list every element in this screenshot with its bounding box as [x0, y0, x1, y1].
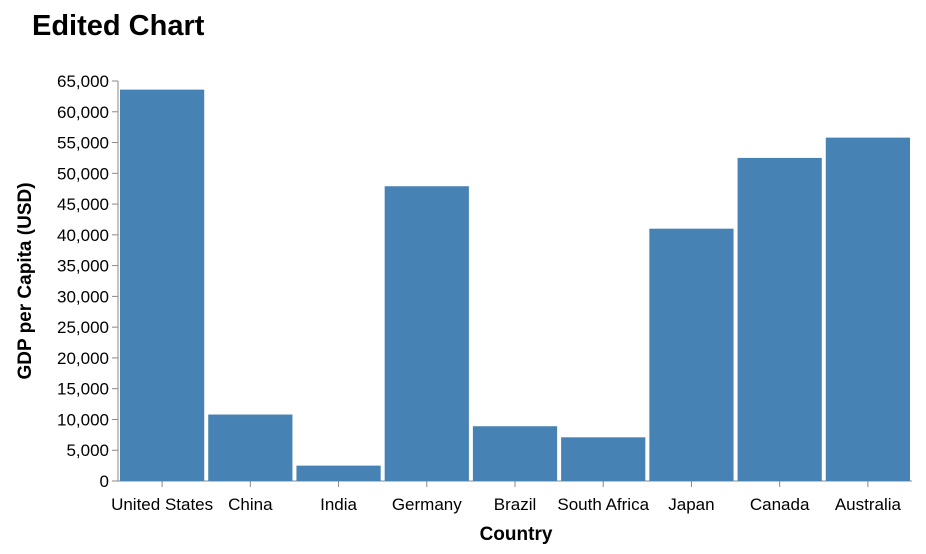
y-tick-label: 45,000	[57, 195, 109, 214]
bar-germany[interactable]	[384, 186, 469, 481]
y-tick-label: 60,000	[57, 103, 109, 122]
bar-south-africa[interactable]	[561, 437, 646, 481]
y-tick-label: 25,000	[57, 318, 109, 337]
y-tick-label: 40,000	[57, 226, 109, 245]
bar-australia[interactable]	[825, 137, 910, 481]
y-axis: 0 5,000 10,000 15,000 20,000 25,000 30,000 35,0…	[57, 72, 119, 491]
y-tick-label: 0	[100, 472, 109, 491]
x-tick-label: Japan	[668, 495, 714, 514]
chart-title: Edited Chart	[32, 10, 205, 42]
bar-japan[interactable]	[649, 228, 734, 481]
x-tick-label: India	[320, 495, 357, 514]
x-tick-label: United States	[111, 495, 213, 514]
y-tick-label: 20,000	[57, 349, 109, 368]
bar-brazil[interactable]	[472, 426, 558, 481]
x-tick-label: Germany	[392, 495, 462, 514]
bar-china[interactable]	[208, 414, 293, 481]
x-tick-label: Australia	[835, 495, 902, 514]
x-tick-label: China	[228, 495, 273, 514]
x-axis: United States China India Germany Brazil Sout…	[111, 480, 912, 514]
y-tick-label: 55,000	[57, 134, 109, 153]
y-tick-label: 65,000	[57, 72, 109, 91]
y-tick-label: 35,000	[57, 257, 109, 276]
x-axis-title: Country	[480, 524, 553, 545]
y-tick-label: 50,000	[57, 164, 109, 183]
bar-united-states[interactable]	[120, 89, 205, 481]
y-axis-title: GDP per Capita (USD)	[15, 182, 36, 379]
y-tick-label: 10,000	[57, 410, 109, 429]
x-tick-label: Brazil	[494, 495, 537, 514]
bar-india[interactable]	[296, 465, 381, 481]
bars	[120, 89, 910, 481]
x-tick-label: Canada	[750, 495, 810, 514]
y-tick-label: 5,000	[66, 441, 109, 460]
y-tick-label: 15,000	[57, 380, 109, 399]
bar-canada[interactable]	[737, 157, 822, 481]
x-tick-label: South Africa	[557, 495, 649, 514]
y-tick-label: 30,000	[57, 287, 109, 306]
